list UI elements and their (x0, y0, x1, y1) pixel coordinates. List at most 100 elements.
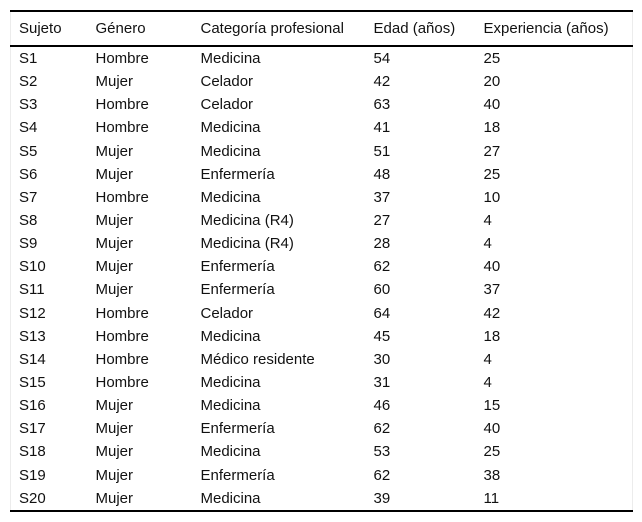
table-row: S1 Hombre Medicina 54 25 (11, 46, 633, 70)
column-header-sujeto: Sujeto (10, 11, 88, 47)
cell-experiencia: 20 (483, 73, 501, 91)
cell-edad: 51 (373, 142, 391, 160)
table-row: S6 Mujer Enfermería 48 25 (11, 163, 633, 186)
cell-genero: Hombre (95, 119, 149, 137)
cell-edad: 62 (373, 258, 391, 276)
cell-genero: Hombre (95, 350, 149, 368)
cell-genero: Mujer (95, 443, 134, 461)
cell-categoria: Celador (200, 96, 254, 114)
cell-categoria: Medicina (200, 397, 261, 415)
cell-categoria: Medicina (200, 119, 261, 137)
cell-categoria: Medicina (200, 443, 261, 461)
cell-categoria: Medicina (200, 188, 261, 206)
cell-edad: 54 (373, 50, 391, 68)
cell-sujeto: S19 (19, 466, 46, 484)
cell-genero: Mujer (95, 397, 134, 415)
table-row: S18 Mujer Medicina 53 25 (11, 440, 633, 463)
cell-genero: Mujer (95, 489, 134, 507)
cell-edad: 64 (373, 304, 391, 322)
cell-edad: 28 (373, 235, 391, 253)
column-header-experiencia: Experiencia (años) (475, 11, 633, 47)
cell-experiencia: 11 (483, 489, 500, 507)
cell-sujeto: S17 (19, 420, 46, 438)
table-row: S8 Mujer Medicina (R4) 27 4 (11, 209, 633, 232)
cell-experiencia: 4 (483, 235, 492, 253)
cell-experiencia: 42 (483, 304, 501, 322)
cell-genero: Mujer (95, 165, 134, 183)
cell-genero: Mujer (95, 420, 134, 438)
cell-experiencia: 25 (483, 165, 501, 183)
cell-edad: 63 (373, 96, 391, 114)
table-header: Sujeto Género Categoría profesional Edad… (10, 11, 633, 47)
cell-sujeto: S14 (19, 350, 46, 368)
cell-experiencia: 40 (483, 96, 501, 114)
table-row: S9 Mujer Medicina (R4) 28 4 (11, 232, 633, 255)
cell-genero: Mujer (95, 258, 134, 276)
cell-edad: 27 (373, 212, 391, 230)
cell-edad: 30 (373, 350, 391, 368)
cell-edad: 46 (373, 397, 391, 415)
cell-sujeto: S4 (19, 119, 38, 137)
cell-edad: 37 (373, 188, 391, 206)
cell-experiencia: 4 (483, 212, 492, 230)
cell-categoria: Celador (200, 73, 254, 91)
cell-categoria: Medicina (200, 489, 261, 507)
cell-categoria: Medicina (200, 374, 261, 392)
table-row: S17 Mujer Enfermería 62 40 (11, 417, 633, 440)
cell-sujeto: S11 (19, 281, 45, 299)
cell-genero: Hombre (95, 374, 149, 392)
table-row: S2 Mujer Celador 42 20 (11, 70, 633, 93)
subjects-table-container: Sujeto Género Categoría profesional Edad… (10, 10, 633, 512)
cell-sujeto: S10 (19, 258, 46, 276)
cell-experiencia: 38 (483, 466, 501, 484)
table-row: S5 Mujer Medicina 51 27 (11, 140, 633, 163)
cell-categoria: Celador (200, 304, 254, 322)
cell-edad: 53 (373, 443, 391, 461)
cell-categoria: Medicina (R4) (200, 212, 294, 230)
cell-experiencia: 25 (483, 443, 501, 461)
column-header-edad: Edad (años) (365, 11, 476, 47)
cell-categoria: Médico residente (200, 350, 315, 368)
cell-experiencia: 18 (483, 327, 501, 345)
subjects-table: Sujeto Género Categoría profesional Edad… (10, 10, 633, 512)
cell-edad: 48 (373, 165, 391, 183)
cell-experiencia: 25 (483, 50, 501, 68)
cell-sujeto: S5 (19, 142, 38, 160)
cell-genero: Hombre (95, 304, 149, 322)
cell-categoria: Medicina (200, 327, 261, 345)
cell-categoria: Enfermería (200, 258, 275, 276)
cell-experiencia: 4 (483, 350, 492, 368)
cell-sujeto: S16 (19, 397, 46, 415)
cell-genero: Mujer (95, 466, 134, 484)
cell-experiencia: 40 (483, 258, 501, 276)
column-header-genero: Género (87, 11, 193, 47)
cell-genero: Hombre (95, 327, 149, 345)
cell-edad: 41 (373, 119, 391, 137)
cell-edad: 62 (373, 420, 391, 438)
table-row: S3 Hombre Celador 63 40 (11, 93, 633, 116)
table-row: S15 Hombre Medicina 31 4 (11, 371, 633, 394)
table-row: S19 Mujer Enfermería 62 38 (11, 464, 633, 487)
cell-genero: Mujer (95, 142, 134, 160)
table-row: S12 Hombre Celador 64 42 (11, 302, 633, 325)
cell-categoria: Enfermería (200, 281, 275, 299)
cell-genero: Hombre (95, 96, 149, 114)
cell-sujeto: S12 (19, 304, 46, 322)
cell-genero: Hombre (95, 50, 149, 68)
cell-sujeto: S18 (19, 443, 46, 461)
table-body: S1 Hombre Medicina 54 25 S2 Mujer Celado… (11, 46, 633, 511)
cell-sujeto: S1 (19, 50, 38, 68)
cell-experiencia: 27 (483, 142, 501, 160)
cell-sujeto: S9 (19, 235, 38, 253)
cell-sujeto: S2 (19, 73, 38, 91)
table-row: S4 Hombre Medicina 41 18 (11, 116, 633, 139)
cell-edad: 39 (373, 489, 391, 507)
cell-sujeto: S8 (19, 212, 38, 230)
cell-edad: 60 (373, 281, 391, 299)
cell-sujeto: S3 (19, 96, 38, 114)
cell-sujeto: S15 (19, 374, 46, 392)
cell-experiencia: 4 (483, 374, 492, 392)
cell-genero: Mujer (95, 235, 134, 253)
cell-sujeto: S7 (19, 188, 38, 206)
table-row: S14 Hombre Médico residente 30 4 (11, 348, 633, 371)
